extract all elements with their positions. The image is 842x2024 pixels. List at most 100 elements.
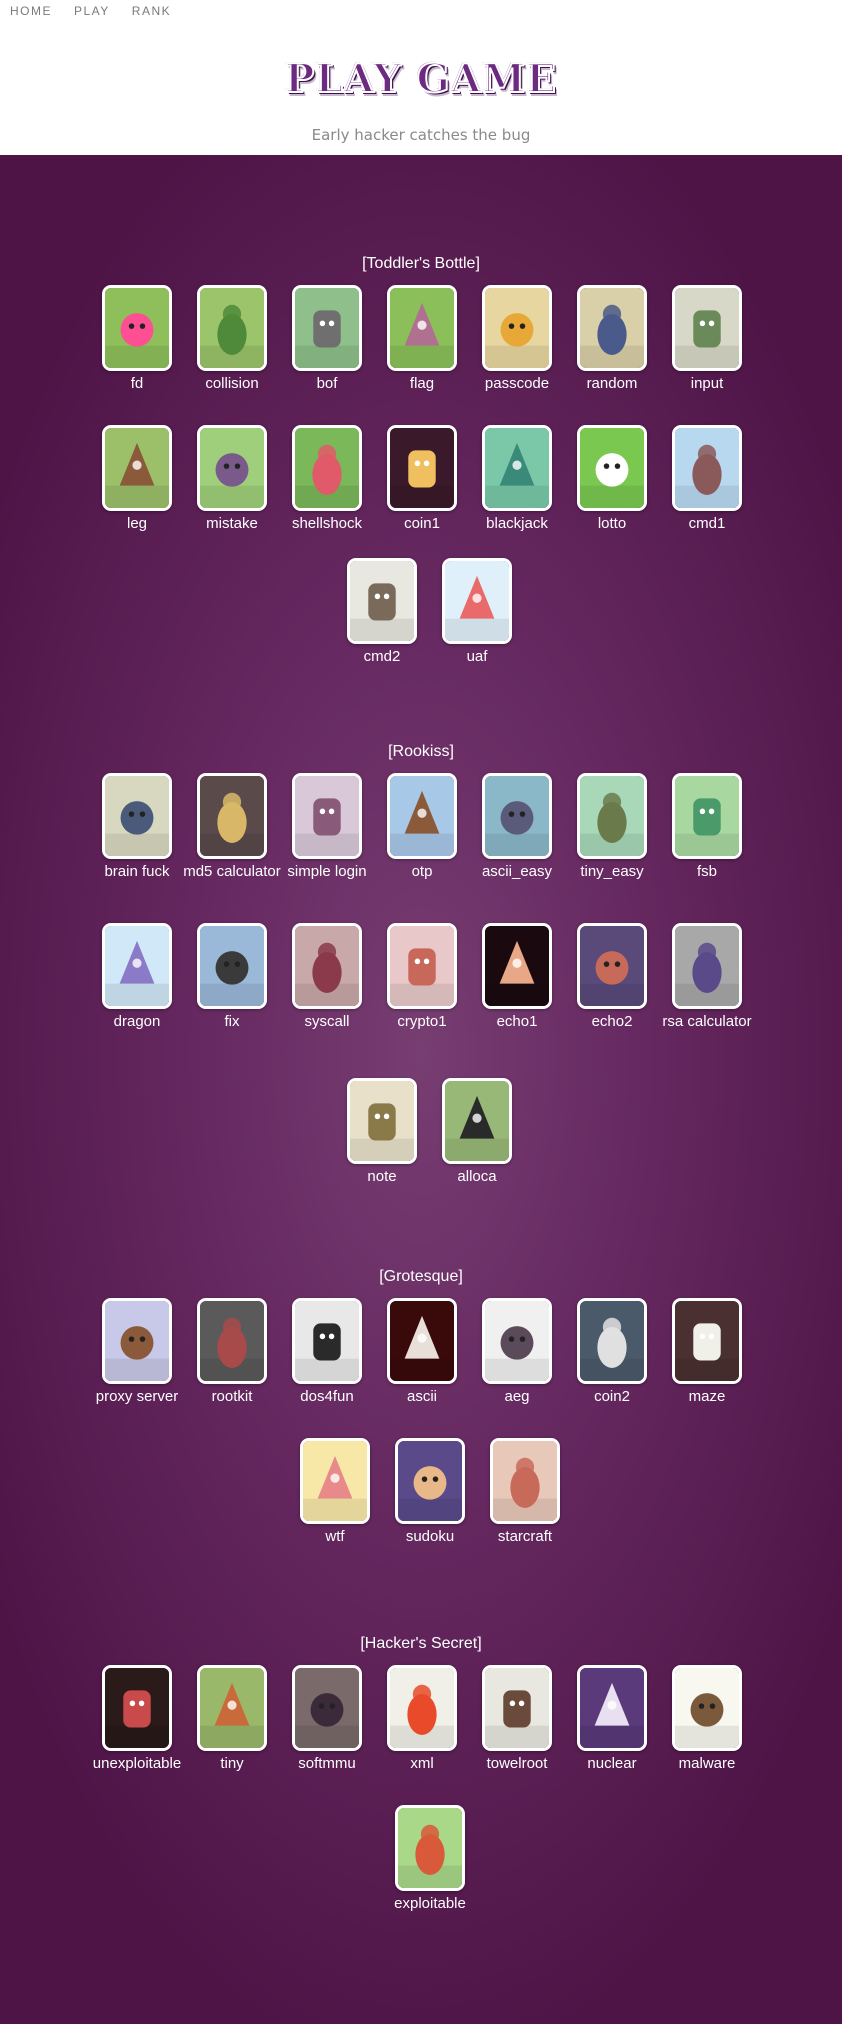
game-item[interactable]: echo2 [557,923,667,1031]
game-thumbnail[interactable] [672,425,742,511]
game-thumbnail[interactable] [672,1298,742,1384]
game-thumbnail[interactable] [672,285,742,371]
game-thumbnail[interactable] [482,425,552,511]
game-label[interactable]: ascii [406,1388,437,1405]
game-label[interactable]: md5 calculator [183,863,281,880]
game-item[interactable]: otp [367,773,477,881]
game-thumbnail[interactable] [387,923,457,1009]
game-item[interactable]: aeg [462,1298,572,1406]
game-thumbnail[interactable] [577,773,647,859]
game-item[interactable]: tiny [177,1665,287,1773]
game-thumbnail[interactable] [102,425,172,511]
game-label[interactable]: malware [678,1755,736,1772]
game-label[interactable]: cmd1 [688,515,726,532]
game-label[interactable]: starcraft [497,1528,553,1545]
game-item[interactable]: wtf [280,1438,390,1546]
game-item[interactable]: passcode [462,285,572,393]
game-label[interactable]: tiny_easy [580,863,644,880]
game-thumbnail[interactable] [197,773,267,859]
game-thumbnail[interactable] [292,773,362,859]
game-label[interactable]: note [367,1168,397,1185]
game-thumbnail[interactable] [292,285,362,371]
game-label[interactable]: rsa calculator [662,1013,752,1030]
game-label[interactable]: proxy server [95,1388,179,1405]
game-item[interactable]: leg [82,425,192,533]
game-item[interactable]: collision [177,285,287,393]
game-thumbnail[interactable] [102,285,172,371]
game-item[interactable]: shellshock [272,425,382,533]
game-thumbnail[interactable] [577,923,647,1009]
game-item[interactable]: maze [652,1298,762,1406]
game-item[interactable]: input [652,285,762,393]
game-thumbnail[interactable] [347,1078,417,1164]
game-label[interactable]: fd [130,375,144,392]
game-label[interactable]: shellshock [291,515,363,532]
game-thumbnail[interactable] [292,1665,362,1751]
game-thumbnail[interactable] [197,425,267,511]
game-label[interactable]: fsb [696,863,717,880]
game-item[interactable]: ascii_easy [462,773,572,881]
game-label[interactable]: ascii_easy [481,863,553,880]
game-label[interactable]: simple login [287,863,367,880]
game-label[interactable]: aeg [504,1388,530,1405]
game-item[interactable]: dos4fun [272,1298,382,1406]
game-item[interactable]: coin2 [557,1298,667,1406]
game-label[interactable]: wtf [325,1528,345,1545]
game-thumbnail[interactable] [292,1298,362,1384]
game-label[interactable]: brain fuck [104,863,170,880]
game-thumbnail[interactable] [442,558,512,644]
game-thumbnail[interactable] [292,923,362,1009]
game-item[interactable]: fix [177,923,287,1031]
game-thumbnail[interactable] [395,1438,465,1524]
game-item[interactable]: cmd1 [652,425,762,533]
game-item[interactable]: note [327,1078,437,1186]
game-item[interactable]: starcraft [470,1438,580,1546]
game-item[interactable]: random [557,285,667,393]
game-item[interactable]: fd [82,285,192,393]
game-item[interactable]: exploitable [375,1805,485,1913]
game-label[interactable]: random [586,375,638,392]
game-label[interactable]: lotto [597,515,627,532]
game-thumbnail[interactable] [387,1665,457,1751]
game-label[interactable]: xml [410,1755,434,1772]
game-label[interactable]: unexploitable [92,1755,182,1772]
game-thumbnail[interactable] [672,773,742,859]
game-label[interactable]: softmmu [298,1755,356,1772]
game-label[interactable]: coin1 [404,515,440,532]
game-thumbnail[interactable] [292,425,362,511]
game-thumbnail[interactable] [197,923,267,1009]
game-label[interactable]: maze [688,1388,726,1405]
game-item[interactable]: alloca [422,1078,532,1186]
game-item[interactable]: syscall [272,923,382,1031]
game-item[interactable]: ascii [367,1298,477,1406]
game-item[interactable]: bof [272,285,382,393]
game-label[interactable]: exploitable [394,1895,466,1912]
game-item[interactable]: md5 calculator [177,773,287,881]
game-item[interactable]: crypto1 [367,923,477,1031]
game-label[interactable]: sudoku [405,1528,455,1545]
game-thumbnail[interactable] [672,923,742,1009]
game-item[interactable]: rsa calculator [652,923,762,1031]
game-label[interactable]: echo2 [591,1013,633,1030]
game-label[interactable]: crypto1 [397,1013,447,1030]
game-item[interactable]: blackjack [462,425,572,533]
game-thumbnail[interactable] [442,1078,512,1164]
game-thumbnail[interactable] [395,1805,465,1891]
game-thumbnail[interactable] [197,1665,267,1751]
game-item[interactable]: brain fuck [82,773,192,881]
game-item[interactable]: tiny_easy [557,773,667,881]
game-item[interactable]: dragon [82,923,192,1031]
game-thumbnail[interactable] [482,923,552,1009]
game-thumbnail[interactable] [672,1665,742,1751]
game-thumbnail[interactable] [102,923,172,1009]
game-item[interactable]: uaf [422,558,532,666]
game-thumbnail[interactable] [300,1438,370,1524]
game-thumbnail[interactable] [387,1298,457,1384]
game-thumbnail[interactable] [577,285,647,371]
game-label[interactable]: passcode [484,375,550,392]
game-item[interactable]: lotto [557,425,667,533]
game-thumbnail[interactable] [482,285,552,371]
game-item[interactable]: rootkit [177,1298,287,1406]
game-item[interactable]: proxy server [82,1298,192,1406]
game-item[interactable]: echo1 [462,923,572,1031]
